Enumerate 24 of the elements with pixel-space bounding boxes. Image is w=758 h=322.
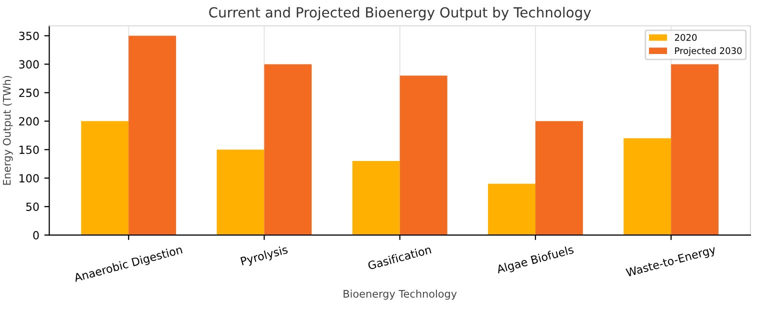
bar: [671, 64, 719, 236]
y-tick-label: 150: [20, 146, 39, 154]
bar: [81, 121, 129, 236]
x-tick-label: Algae Biofuels: [496, 244, 575, 276]
bar: [216, 150, 264, 236]
bar: [535, 121, 583, 236]
bar: [624, 138, 672, 236]
legend-label: Projected 2030: [675, 47, 742, 56]
bar: [264, 64, 312, 236]
y-tick-label: 350: [19, 32, 39, 40]
y-tick-label: 300: [19, 60, 39, 69]
bar: [488, 184, 536, 236]
chart-title: Current and Projected Bioenergy Output by Technology: [209, 6, 591, 20]
y-tick-label: 0: [33, 231, 39, 240]
y-tick-label: 250: [19, 88, 39, 98]
y-tick-label: 100: [20, 174, 39, 182]
bar: [128, 36, 176, 236]
y-tick-label: 200: [19, 117, 39, 126]
y-tick-label: 50: [26, 202, 39, 211]
y-axis-title: Energy Output (TWh): [2, 76, 13, 185]
bar: [352, 161, 400, 236]
bar: [400, 76, 448, 236]
legend-label: 2020: [674, 34, 697, 41]
x-axis-title: Bioenergy Technology: [344, 290, 457, 300]
